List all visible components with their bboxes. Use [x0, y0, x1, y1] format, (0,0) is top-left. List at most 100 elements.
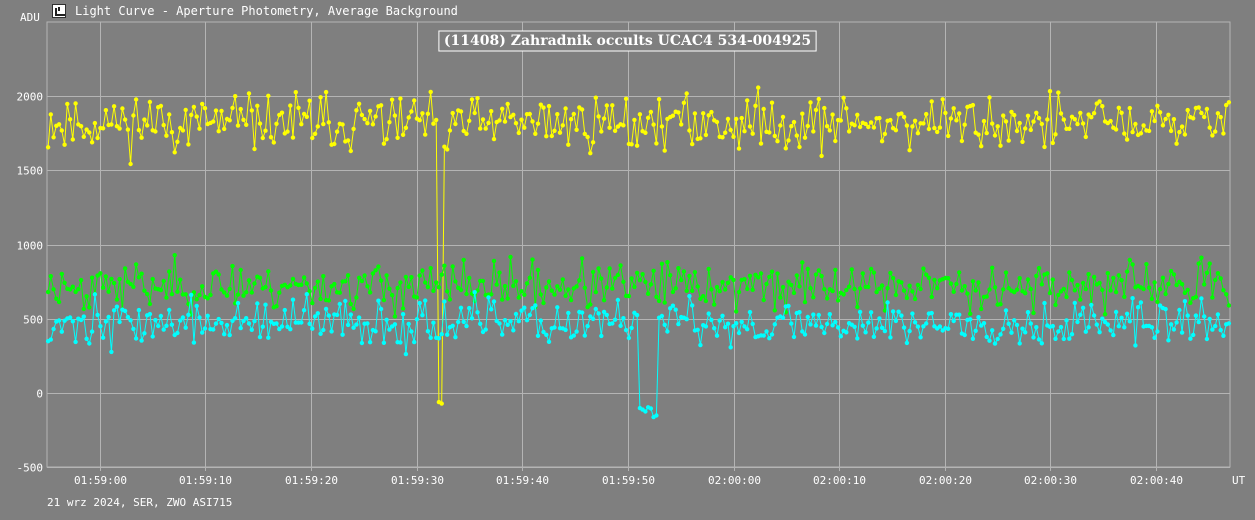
data-point: [621, 279, 626, 284]
data-point: [968, 311, 973, 316]
data-point: [125, 314, 131, 320]
data-point: [723, 325, 728, 330]
data-point: [1166, 281, 1171, 287]
data-point: [1105, 322, 1111, 327]
data-point: [384, 273, 389, 278]
data-point: [962, 122, 967, 127]
data-point: [304, 114, 309, 120]
data-point: [1050, 140, 1056, 146]
x-tick-label: 02:00:40: [1130, 474, 1183, 487]
data-point: [439, 332, 444, 337]
data-point: [990, 121, 995, 126]
data-point: [857, 124, 863, 130]
data-point: [480, 117, 486, 122]
data-point: [1001, 287, 1006, 292]
data-point: [593, 306, 598, 312]
data-point: [125, 127, 131, 132]
data-point: [612, 128, 618, 133]
data-point: [472, 290, 477, 295]
data-point: [775, 139, 780, 144]
data-point: [359, 112, 365, 118]
data-point: [191, 340, 197, 345]
data-point: [690, 288, 695, 293]
data-point: [673, 307, 678, 312]
data-point: [502, 119, 508, 124]
data-point: [615, 297, 621, 303]
light-curve-app-icon[interactable]: [52, 4, 66, 18]
data-point: [588, 302, 593, 307]
data-point: [1163, 291, 1168, 297]
data-point: [293, 90, 298, 95]
data-point: [343, 279, 348, 284]
data-point: [808, 322, 813, 327]
data-point: [164, 133, 169, 138]
data-point: [772, 322, 777, 327]
data-point: [824, 296, 830, 301]
chart-title-frame: [438, 30, 817, 52]
data-point: [1086, 325, 1091, 330]
data-point: [48, 112, 53, 117]
data-point: [601, 309, 607, 315]
data-point: [348, 301, 353, 307]
data-point: [808, 100, 813, 105]
data-point: [373, 268, 378, 273]
data-point: [552, 325, 557, 330]
series-1: [45, 85, 1232, 406]
series-line: [47, 255, 1230, 317]
data-point: [332, 281, 337, 287]
data-point: [1089, 302, 1094, 308]
data-point: [656, 97, 662, 102]
data-point: [731, 277, 736, 283]
data-point: [794, 273, 799, 278]
data-point: [791, 119, 797, 125]
data-point: [1097, 99, 1102, 104]
data-point: [1130, 262, 1135, 267]
data-point: [698, 296, 703, 301]
data-point: [574, 329, 579, 334]
data-point: [1210, 327, 1215, 332]
data-point: [84, 127, 89, 132]
data-point: [197, 126, 202, 131]
data-point: [1127, 319, 1133, 324]
data-point: [266, 93, 271, 99]
data-point: [1003, 119, 1009, 124]
data-point: [45, 145, 51, 150]
data-point: [263, 302, 268, 307]
data-point: [893, 292, 899, 298]
data-point: [445, 332, 450, 337]
data-point: [995, 124, 1000, 129]
data-point: [81, 306, 87, 312]
data-point: [505, 101, 510, 107]
data-point: [266, 269, 271, 274]
grid: [46, 21, 1231, 471]
data-point: [1113, 127, 1119, 132]
data-point: [376, 264, 381, 269]
data-point: [70, 319, 76, 324]
data-point: [1080, 121, 1086, 126]
data-point: [400, 132, 406, 137]
data-point: [530, 119, 535, 124]
data-point: [109, 349, 114, 355]
data-point: [522, 125, 527, 130]
data-point: [89, 275, 95, 280]
data-point: [634, 270, 640, 276]
data-point: [1080, 280, 1086, 286]
data-point: [370, 271, 376, 276]
data-point: [706, 266, 711, 272]
data-point: [351, 306, 356, 312]
data-point: [904, 340, 910, 346]
data-point: [1226, 303, 1232, 308]
data-point: [747, 124, 753, 129]
data-point: [1163, 306, 1168, 312]
data-point: [1056, 329, 1061, 334]
data-point: [943, 110, 948, 116]
data-point: [513, 121, 519, 126]
data-point: [813, 272, 819, 277]
data-point: [524, 318, 530, 323]
data-point: [194, 303, 199, 309]
data-point: [420, 268, 425, 273]
data-point: [398, 280, 403, 285]
data-point: [301, 275, 307, 280]
data-point: [1127, 105, 1133, 111]
data-point: [1182, 132, 1188, 137]
